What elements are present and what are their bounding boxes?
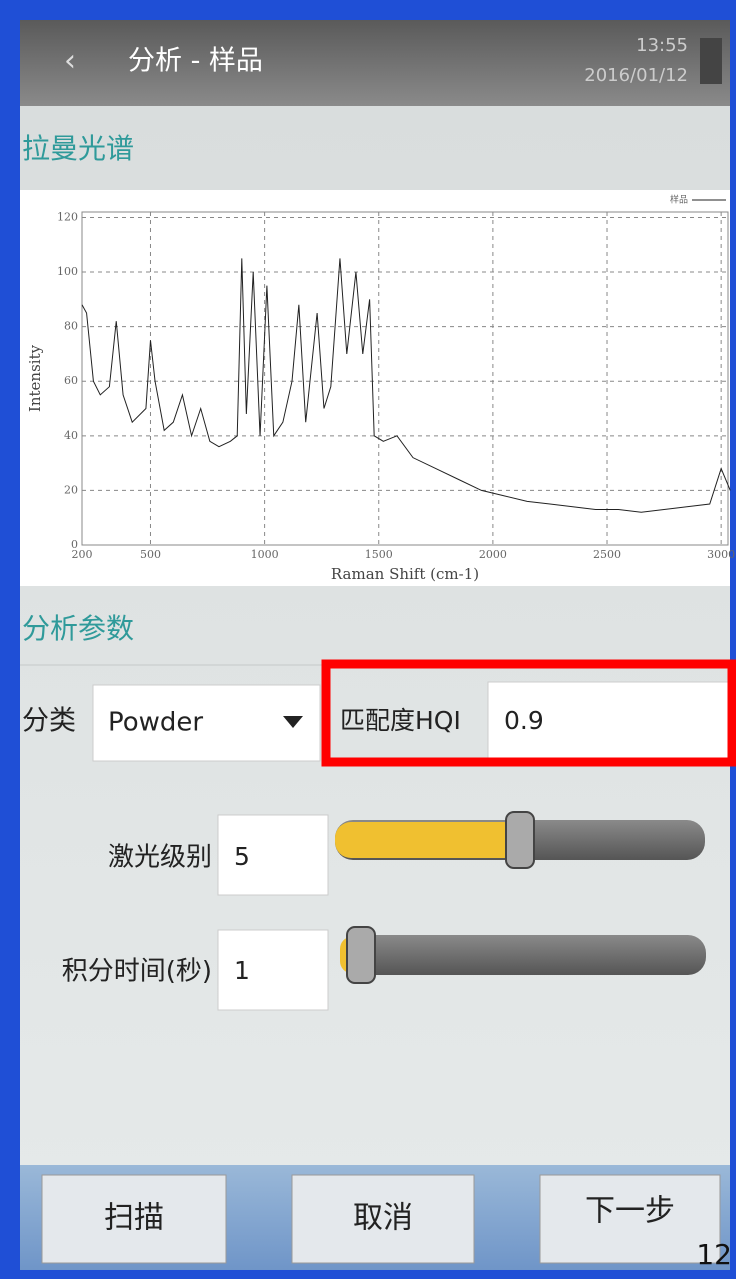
button-label: 扫描: [104, 1201, 164, 1236]
back-icon[interactable]: ‹: [64, 44, 76, 79]
x-tick-label: 1500: [365, 548, 393, 561]
y-tick-label: 0: [71, 538, 78, 551]
cancel-button[interactable]: [291, 1174, 475, 1264]
x-tick-label: 500: [140, 548, 161, 561]
x-tick-label: 200: [72, 548, 93, 561]
time: 13:55: [636, 35, 688, 56]
laser-input[interactable]: [217, 814, 329, 896]
time-input[interactable]: [217, 929, 329, 1011]
time-label: 积分时间(秒): [62, 957, 212, 987]
hqi-value: 0.9: [504, 706, 544, 735]
button-label: 取消: [353, 1201, 413, 1236]
category-dropdown[interactable]: [92, 684, 321, 762]
section-title: 分析参数: [22, 612, 134, 645]
scan-button[interactable]: [41, 1174, 227, 1264]
x-tick-label: 2000: [479, 548, 507, 561]
page-title: 分析 - 样品: [128, 46, 263, 77]
category-label: 分类: [22, 706, 76, 737]
x-axis-label: Raman Shift (cm-1): [331, 565, 479, 583]
laser-slider-thumb[interactable]: [505, 811, 535, 869]
button-label: 下一步: [585, 1194, 675, 1229]
page-number: 12: [696, 1238, 732, 1271]
hqi-label: 匹配度HQI: [340, 706, 461, 735]
y-tick-label: 80: [64, 320, 78, 333]
chart: 0 20 40 60 80 100 120 200 500 1000 1500 2000 2500 300…: [26, 194, 735, 584]
y-tick-label: 120: [57, 210, 78, 223]
battery-icon: [700, 38, 722, 84]
y-axis-label: Intensity: [26, 344, 44, 412]
laser-value: 5: [234, 842, 250, 871]
x-tick-label: 2500: [593, 548, 621, 561]
x-tick-label: 3000: [707, 548, 735, 561]
spectrum-line: [81, 258, 731, 513]
plot-frame: [81, 211, 729, 546]
y-tick-label: 60: [64, 374, 78, 387]
x-tick-label: 1000: [251, 548, 279, 561]
y-tick-label: 20: [64, 483, 78, 496]
legend-label: 样品: [670, 194, 688, 206]
section-title: 拉曼光谱: [22, 132, 134, 165]
time-slider-track[interactable]: [340, 935, 706, 975]
laser-slider-fill: [335, 822, 520, 858]
date: 2016/01/12: [584, 65, 688, 86]
y-tick-label: 100: [57, 265, 78, 278]
next-button[interactable]: [539, 1174, 721, 1264]
chart-bg: [20, 190, 730, 586]
laser-label: 激光级别: [108, 843, 212, 873]
time-slider-thumb[interactable]: [346, 926, 376, 984]
category-value: Powder: [108, 708, 203, 738]
dropdown-arrow: [283, 716, 303, 728]
y-tick-label: 40: [64, 429, 78, 442]
highlight-box: [321, 659, 736, 767]
header-bar: [20, 20, 730, 106]
hqi-input[interactable]: [487, 681, 731, 759]
time-value: 1: [234, 956, 250, 985]
